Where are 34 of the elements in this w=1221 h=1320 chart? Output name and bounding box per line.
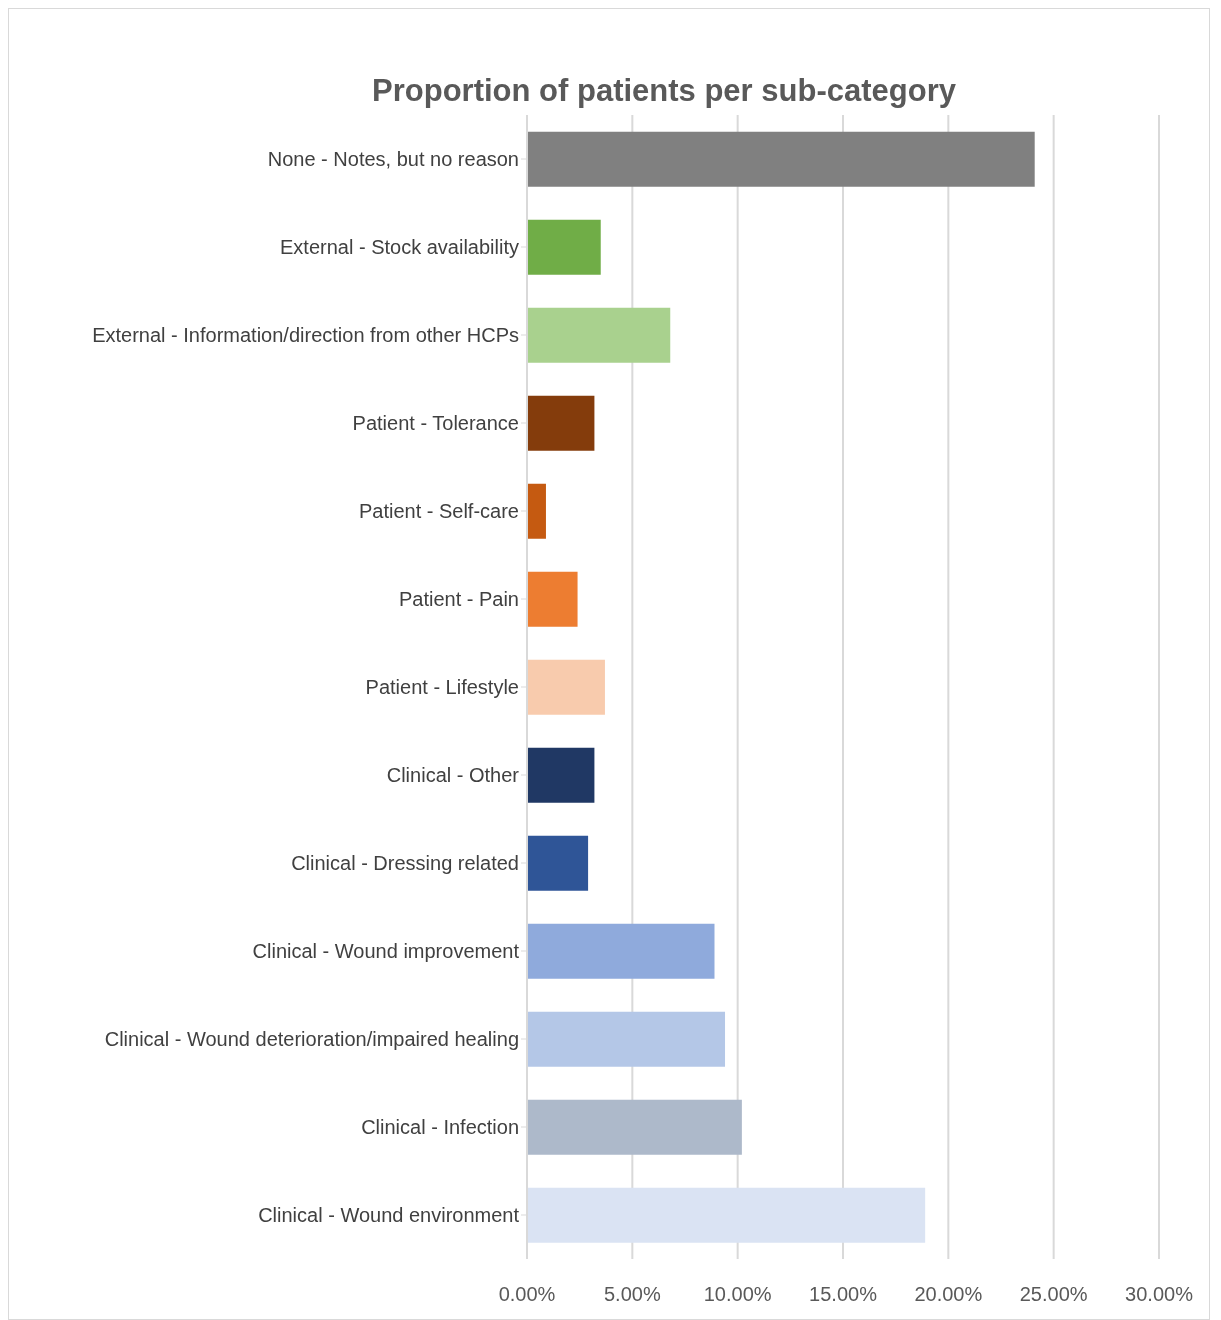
bar [527, 923, 715, 979]
x-tick-label: 10.00% [703, 1283, 772, 1306]
bar [527, 395, 595, 451]
bar [527, 1099, 742, 1155]
y-tick-label: Patient - Pain [398, 588, 519, 611]
bar [527, 307, 671, 363]
x-tick-label: 30.00% [1125, 1283, 1194, 1306]
x-tick-label: 5.00% [603, 1283, 661, 1306]
bar [527, 659, 605, 715]
bar [527, 1187, 926, 1243]
x-tick-label: 0.00% [498, 1283, 556, 1306]
bar [527, 571, 578, 627]
y-tick-label: Clinical - Infection [361, 1116, 519, 1139]
y-tick-label: Clinical - Wound environment [258, 1204, 520, 1227]
y-tick-label: Clinical - Wound improvement [252, 940, 520, 963]
y-tick-label: External - Information/direction from other HCPs [92, 324, 519, 347]
bar [527, 1011, 726, 1067]
y-tick-label: External - Stock availability [280, 236, 519, 259]
x-tick-label: 25.00% [1019, 1283, 1088, 1306]
y-tick-label: Clinical - Wound deterioration/impaired healing [104, 1028, 519, 1051]
chart-title: Proportion of patients per sub-category [371, 72, 957, 109]
y-tick-label: Clinical - Dressing related [291, 852, 519, 875]
y-tick-label: Patient - Tolerance [352, 412, 519, 435]
x-tick-label: 15.00% [809, 1283, 878, 1306]
bar [527, 483, 546, 539]
y-tick-label: Clinical - Other [386, 764, 520, 787]
bar [527, 747, 595, 803]
y-tick-label: None - Notes, but no reason [267, 148, 519, 171]
bar [527, 835, 589, 891]
bar [527, 219, 601, 275]
x-tick-label: 20.00% [914, 1283, 983, 1306]
bar [527, 131, 1035, 187]
y-tick-label: Patient - Lifestyle [365, 676, 519, 699]
y-tick-label: Patient - Self-care [358, 500, 519, 523]
